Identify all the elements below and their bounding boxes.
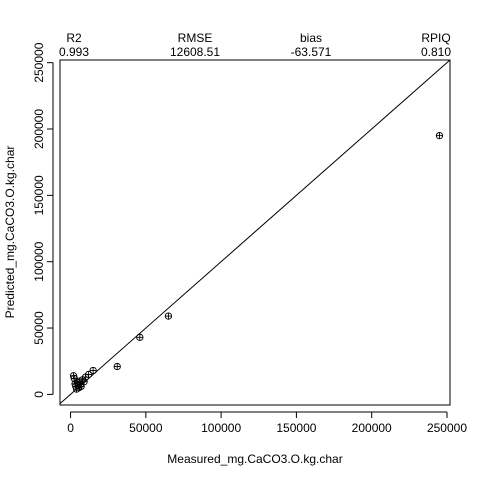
x-tick-label: 150000: [276, 421, 316, 435]
x-tick-label: 100000: [201, 421, 241, 435]
data-point: [436, 132, 442, 138]
x-axis-label: Measured_mg.CaCO3.O.kg.char: [167, 452, 342, 466]
data-point: [78, 383, 84, 389]
y-tick-label: 100000: [32, 241, 46, 281]
y-axis-label: Predicted_mg.CaCO3.O.kg.char: [3, 146, 17, 319]
x-tick-label: 200000: [352, 421, 392, 435]
y-axis: 0 50000 100000 150000 200000 250000: [32, 42, 53, 397]
stat-label: RPIQ: [421, 31, 450, 45]
data-point: [165, 313, 171, 319]
stat-label: RMSE: [178, 31, 213, 45]
stat-label: bias: [300, 31, 322, 45]
stat-value: 0.993: [59, 45, 89, 59]
one-to-one-line: [60, 60, 450, 404]
data-point: [114, 363, 120, 369]
stat-label: R2: [66, 31, 82, 45]
x-tick-label: 250000: [427, 421, 467, 435]
x-tick-label: 50000: [129, 421, 163, 435]
y-tick-label: 200000: [32, 109, 46, 149]
y-tick-label: 250000: [32, 42, 46, 82]
x-tick-label: 0: [67, 421, 74, 435]
y-tick-label: 50000: [32, 311, 46, 345]
data-points: [70, 132, 442, 392]
stat-value: -63.571: [291, 45, 332, 59]
x-axis: 0 50000 100000 150000 200000 250000: [67, 412, 467, 435]
stat-value: 12608.51: [170, 45, 220, 59]
data-point: [90, 367, 96, 373]
y-tick-label: 150000: [32, 175, 46, 215]
y-tick-label: 0: [32, 391, 46, 398]
stat-value: 0.810: [421, 45, 451, 59]
data-point: [137, 334, 143, 340]
